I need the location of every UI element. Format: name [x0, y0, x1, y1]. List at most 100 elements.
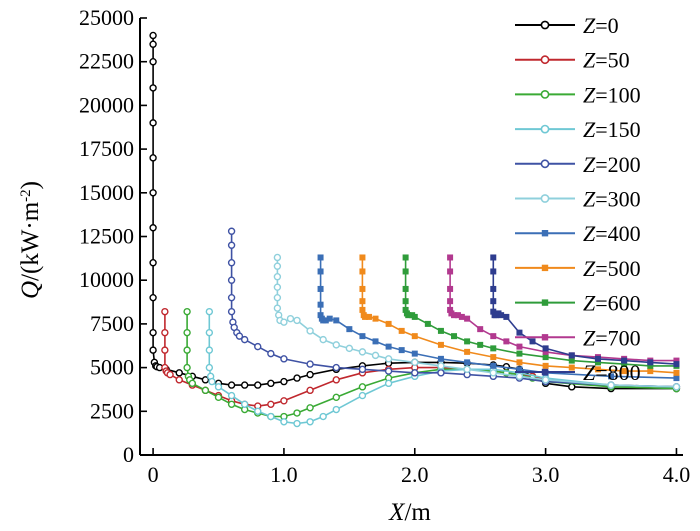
data-point — [384, 355, 393, 363]
data-point — [273, 304, 282, 312]
legend-marker — [541, 368, 549, 376]
data-point — [293, 374, 301, 382]
data-point — [464, 315, 471, 322]
data-point — [306, 386, 314, 395]
series-Z=500 — [359, 254, 680, 376]
x-tick-label: 2.0 — [401, 462, 429, 487]
series-Z=600 — [402, 254, 680, 369]
data-point — [227, 307, 236, 316]
data-point — [372, 315, 379, 322]
data-point — [490, 354, 497, 361]
data-point — [149, 189, 157, 197]
data-point — [437, 369, 445, 377]
data-point — [267, 400, 275, 409]
data-point — [516, 343, 523, 350]
data-point — [240, 400, 249, 409]
data-point — [490, 345, 497, 352]
data-point — [402, 254, 409, 261]
y-ticks: 0 2500 5000 7500 10000 12500 15000 17500 20000 22… — [79, 5, 147, 467]
y-tick-label: 12500 — [79, 224, 134, 249]
data-point — [424, 320, 431, 327]
data-point — [149, 31, 157, 40]
legend-marker — [540, 90, 550, 99]
svg-text:Q/(kW·m-2): Q/(kW·m-2) — [17, 181, 44, 299]
data-point — [293, 419, 301, 428]
y-axis-unit-exp: -2 — [18, 189, 34, 202]
legend-marker — [540, 124, 550, 134]
data-point — [161, 307, 169, 316]
legend-item: Z=500 — [515, 256, 641, 281]
legend: Z=0 Z=50 Z=100 Z=150 Z=200 Z=300 Z=400 Z=500 Z=6… — [515, 13, 641, 385]
legend-marker — [540, 194, 550, 203]
legend-item: Z=0 — [515, 13, 619, 38]
data-point — [149, 224, 157, 232]
data-point — [149, 40, 157, 48]
data-point — [464, 348, 471, 355]
data-point — [608, 373, 615, 380]
data-point — [175, 369, 183, 377]
x-axis-title: X/m — [388, 499, 431, 526]
y-axis-title: Q/(kW·m-2) — [17, 181, 44, 299]
data-point — [647, 359, 654, 366]
legend-item: Z=700 — [515, 325, 641, 350]
data-point — [490, 254, 497, 261]
data-point — [541, 376, 550, 384]
data-point — [411, 358, 419, 367]
data-point — [384, 367, 393, 375]
data-point — [306, 370, 314, 379]
data-point — [227, 276, 236, 284]
data-point — [214, 383, 223, 391]
data-point — [464, 338, 471, 345]
data-point — [371, 351, 380, 360]
legend-marker — [541, 230, 549, 237]
data-point — [332, 405, 340, 414]
data-point — [166, 370, 174, 379]
data-point — [503, 313, 510, 320]
data-point — [306, 404, 314, 412]
data-point — [359, 306, 366, 313]
legend-marker — [541, 264, 549, 272]
legend-item: Z=100 — [515, 82, 641, 107]
data-point — [149, 119, 157, 127]
data-point — [447, 254, 454, 261]
data-point — [490, 268, 497, 275]
data-point — [411, 350, 418, 357]
svg-text:X/m: X/m — [388, 499, 431, 526]
data-point — [411, 313, 418, 320]
legend-marker — [540, 20, 550, 30]
data-point — [402, 298, 409, 305]
data-point — [267, 379, 275, 388]
data-point — [411, 333, 418, 340]
data-point — [240, 335, 249, 344]
data-point — [227, 259, 236, 267]
data-point — [317, 285, 324, 292]
legend-label: Z=300 — [583, 187, 641, 212]
series-Z=300 — [273, 253, 681, 391]
data-point — [208, 377, 216, 386]
data-point — [149, 293, 157, 302]
data-point — [188, 379, 197, 388]
data-point — [319, 335, 327, 344]
data-point — [542, 354, 549, 361]
data-point — [477, 326, 484, 333]
data-point — [503, 338, 510, 345]
data-point — [358, 383, 367, 391]
data-point — [306, 327, 314, 335]
data-point — [594, 366, 601, 373]
data-point — [447, 298, 454, 305]
data-point — [293, 316, 301, 325]
data-point — [149, 259, 157, 267]
legend-label: Z=200 — [583, 152, 641, 177]
y-axis-unit-close: ) — [17, 181, 44, 189]
series-layer — [149, 31, 681, 428]
data-point — [516, 329, 523, 336]
data-point — [183, 363, 191, 372]
data-point — [359, 333, 366, 340]
legend-label: Z=400 — [583, 221, 641, 246]
data-point — [621, 357, 628, 364]
data-point — [437, 355, 444, 362]
data-point — [332, 363, 340, 372]
data-point — [358, 365, 367, 374]
data-point — [437, 362, 445, 370]
